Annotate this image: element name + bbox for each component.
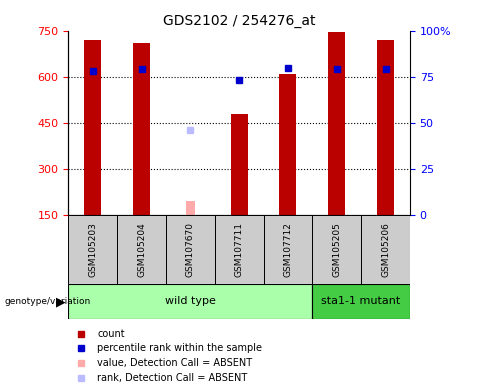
Text: GSM105204: GSM105204	[137, 222, 146, 277]
Text: GSM107711: GSM107711	[235, 222, 244, 277]
Text: count: count	[97, 329, 124, 339]
Text: rank, Detection Call = ABSENT: rank, Detection Call = ABSENT	[97, 373, 247, 383]
Bar	[117, 215, 166, 284]
Text: ▶: ▶	[56, 295, 66, 308]
Bar	[215, 215, 264, 284]
Bar	[186, 201, 195, 215]
Bar	[361, 215, 410, 284]
Text: genotype/variation: genotype/variation	[5, 297, 91, 306]
Bar	[68, 284, 312, 319]
Text: GSM105206: GSM105206	[381, 222, 390, 277]
Bar	[279, 74, 297, 215]
Bar	[166, 215, 215, 284]
Bar	[264, 215, 312, 284]
Text: value, Detection Call = ABSENT: value, Detection Call = ABSENT	[97, 358, 252, 368]
Bar	[312, 215, 361, 284]
Bar	[84, 40, 102, 215]
Text: GSM107670: GSM107670	[186, 222, 195, 277]
Title: GDS2102 / 254276_at: GDS2102 / 254276_at	[163, 14, 315, 28]
Bar	[312, 284, 410, 319]
Bar	[68, 215, 117, 284]
Text: GSM105205: GSM105205	[332, 222, 341, 277]
Bar	[133, 43, 150, 215]
Text: GSM105203: GSM105203	[88, 222, 97, 277]
Text: sta1-1 mutant: sta1-1 mutant	[322, 296, 401, 306]
Text: GSM107712: GSM107712	[284, 222, 292, 277]
Text: wild type: wild type	[165, 296, 216, 306]
Bar	[328, 32, 345, 215]
Bar	[377, 40, 394, 215]
Text: percentile rank within the sample: percentile rank within the sample	[97, 343, 262, 353]
Bar	[230, 114, 248, 215]
